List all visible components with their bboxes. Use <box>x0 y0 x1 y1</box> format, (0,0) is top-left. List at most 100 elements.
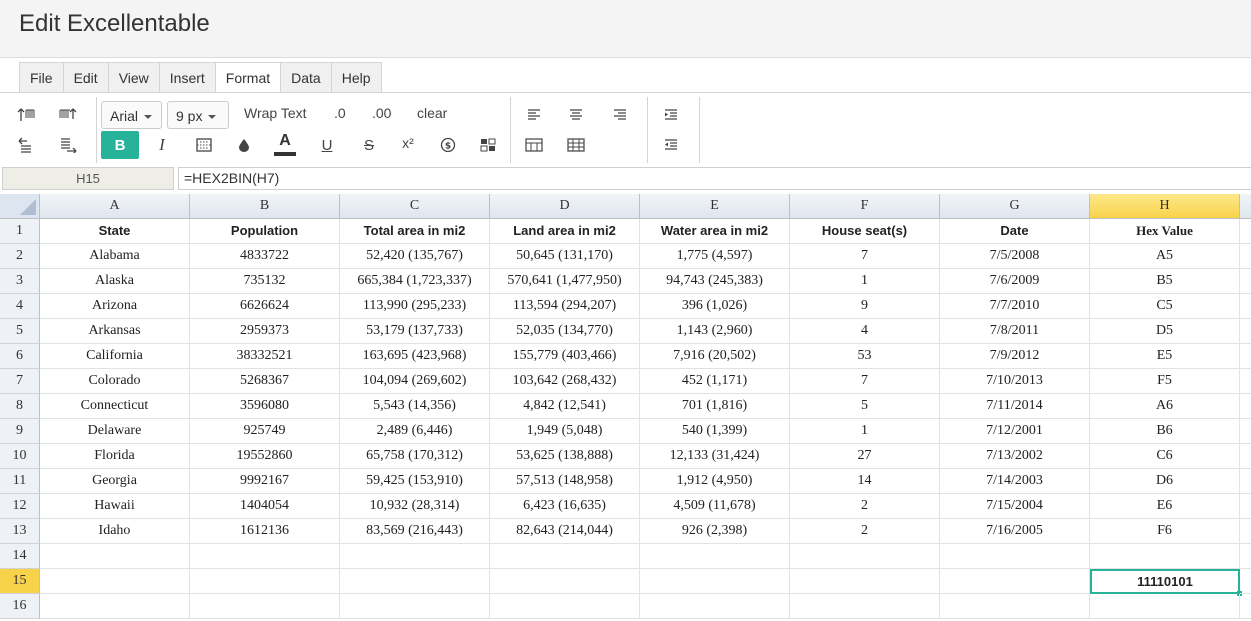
table-cell-partial[interactable] <box>1240 294 1251 319</box>
table-cell[interactable]: 6626624 <box>190 294 340 319</box>
row-header[interactable]: 8 <box>0 394 40 419</box>
table-cell[interactable]: 540 (1,399) <box>640 419 790 444</box>
table-cell[interactable]: 5,543 (14,356) <box>340 394 490 419</box>
table-cell[interactable]: 50,645 (131,170) <box>490 244 640 269</box>
table-cell[interactable]: Florida <box>40 444 190 469</box>
formula-input[interactable]: =HEX2BIN(H7) <box>178 167 1251 190</box>
table-cell[interactable]: 7/5/2008 <box>940 244 1090 269</box>
table-cell-partial[interactable] <box>1240 544 1251 569</box>
row-header[interactable]: 1 <box>0 219 40 244</box>
table-cell[interactable]: 6,423 (16,635) <box>490 494 640 519</box>
table-cell[interactable]: 38332521 <box>190 344 340 369</box>
table-cell[interactable]: 1 <box>790 269 940 294</box>
row-header[interactable]: 10 <box>0 444 40 469</box>
table-cell[interactable]: 7/15/2004 <box>940 494 1090 519</box>
table-cell[interactable]: 7 <box>790 244 940 269</box>
column-header-g[interactable]: G <box>940 194 1090 219</box>
column-header-partial[interactable] <box>1240 194 1251 219</box>
table-cell[interactable] <box>790 594 940 619</box>
table-cell[interactable]: 2 <box>790 519 940 544</box>
bold-button[interactable]: B <box>101 131 139 159</box>
wrap-text-button[interactable]: Wrap Text <box>244 105 307 121</box>
table-cell[interactable]: 925749 <box>190 419 340 444</box>
table-cell[interactable]: 94,743 (245,383) <box>640 269 790 294</box>
table-header-cell[interactable]: Hex Value <box>1090 219 1240 244</box>
table-cell[interactable]: C6 <box>1090 444 1240 469</box>
table-cell[interactable] <box>790 544 940 569</box>
table-cell[interactable] <box>490 594 640 619</box>
active-cell[interactable]: 11110101 <box>1090 569 1240 594</box>
table-cell[interactable]: 1 <box>790 419 940 444</box>
table-cell-partial[interactable] <box>1240 519 1251 544</box>
table-cell[interactable] <box>340 569 490 594</box>
table-cell[interactable]: 53,625 (138,888) <box>490 444 640 469</box>
table-header-cell[interactable]: House seat(s) <box>790 219 940 244</box>
align-left-icon[interactable] <box>519 101 549 129</box>
table-cell[interactable]: 7/10/2013 <box>940 369 1090 394</box>
font-family-select[interactable]: Arial <box>101 101 162 129</box>
indent-decrease-icon[interactable] <box>656 131 686 159</box>
table-cell-partial[interactable] <box>1240 369 1251 394</box>
table-cell[interactable]: 4,842 (12,541) <box>490 394 640 419</box>
borders-icon[interactable] <box>189 131 219 159</box>
table-cell[interactable]: 396 (1,026) <box>640 294 790 319</box>
table-cell[interactable]: 155,779 (403,466) <box>490 344 640 369</box>
table-cell-partial[interactable] <box>1240 444 1251 469</box>
insert-column-icon[interactable] <box>53 101 83 129</box>
table-cell[interactable]: 7/7/2010 <box>940 294 1090 319</box>
table-cell[interactable]: 1,143 (2,960) <box>640 319 790 344</box>
menu-edit[interactable]: Edit <box>64 63 109 93</box>
table-cell-partial[interactable] <box>1240 419 1251 444</box>
table-header-cell[interactable]: Water area in mi2 <box>640 219 790 244</box>
table-cell[interactable]: 1,949 (5,048) <box>490 419 640 444</box>
table-cell-partial[interactable] <box>1240 219 1251 244</box>
table-cell[interactable]: 5 <box>790 394 940 419</box>
table-cell[interactable] <box>790 569 940 594</box>
table-cell[interactable]: 12,133 (31,424) <box>640 444 790 469</box>
table-cell[interactable] <box>190 594 340 619</box>
table-cell[interactable]: 7/13/2002 <box>940 444 1090 469</box>
table-cell[interactable] <box>490 569 640 594</box>
table-cell[interactable]: 7/12/2001 <box>940 419 1090 444</box>
insert-row-left-icon[interactable] <box>11 131 41 159</box>
table-cell[interactable]: 83,569 (216,443) <box>340 519 490 544</box>
font-color-button[interactable]: A <box>272 129 298 159</box>
table-cell[interactable] <box>940 569 1090 594</box>
table-cell[interactable]: 1,775 (4,597) <box>640 244 790 269</box>
table-cell[interactable] <box>640 594 790 619</box>
row-header[interactable]: 16 <box>0 594 40 619</box>
row-header[interactable]: 3 <box>0 269 40 294</box>
table-cell[interactable]: Colorado <box>40 369 190 394</box>
menu-format[interactable]: Format <box>215 63 282 94</box>
table-cell-partial[interactable] <box>1240 244 1251 269</box>
table-grid-icon[interactable] <box>561 131 591 159</box>
table-cell[interactable] <box>940 544 1090 569</box>
table-cell[interactable]: D5 <box>1090 319 1240 344</box>
table-cell[interactable]: F5 <box>1090 369 1240 394</box>
column-header-f[interactable]: F <box>790 194 940 219</box>
table-cell[interactable] <box>640 569 790 594</box>
table-cell-partial[interactable] <box>1240 494 1251 519</box>
table-cell[interactable]: 53 <box>790 344 940 369</box>
merge-cells-icon[interactable] <box>519 131 549 159</box>
table-cell[interactable] <box>40 594 190 619</box>
table-cell[interactable]: 10,932 (28,314) <box>340 494 490 519</box>
table-cell[interactable]: 1612136 <box>190 519 340 544</box>
table-cell[interactable]: 665,384 (1,723,337) <box>340 269 490 294</box>
table-cell[interactable]: 570,641 (1,477,950) <box>490 269 640 294</box>
column-header-b[interactable]: B <box>190 194 340 219</box>
table-cell[interactable]: Georgia <box>40 469 190 494</box>
column-header-c[interactable]: C <box>340 194 490 219</box>
table-cell[interactable]: 113,594 (294,207) <box>490 294 640 319</box>
table-cell[interactable]: California <box>40 344 190 369</box>
table-cell[interactable] <box>490 544 640 569</box>
table-cell[interactable]: E6 <box>1090 494 1240 519</box>
insert-row-above-icon[interactable] <box>11 101 41 129</box>
table-cell[interactable]: 7/11/2014 <box>940 394 1090 419</box>
table-cell[interactable]: A6 <box>1090 394 1240 419</box>
insert-row-right-icon[interactable] <box>53 131 83 159</box>
table-cell[interactable]: 52,420 (135,767) <box>340 244 490 269</box>
italic-button[interactable]: I <box>159 135 165 154</box>
table-cell[interactable] <box>40 544 190 569</box>
table-cell[interactable]: 104,094 (269,602) <box>340 369 490 394</box>
